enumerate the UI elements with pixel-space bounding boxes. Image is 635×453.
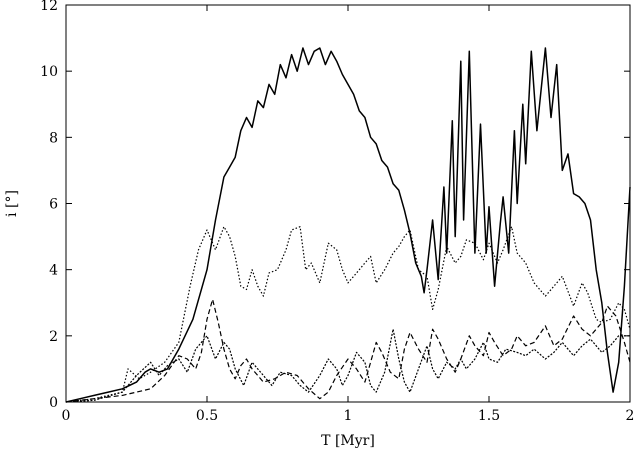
y-tick-label: 4 (49, 263, 58, 279)
series-line-3-dashed (66, 299, 630, 402)
series-layer (66, 48, 630, 402)
y-tick-label: 10 (40, 64, 58, 80)
series-line-4-densely-dotted (66, 329, 630, 402)
x-tick-label: 0.5 (196, 408, 218, 424)
y-tick-label: 0 (49, 395, 58, 411)
x-tick-label: 2 (626, 408, 635, 424)
y-tick-label: 2 (49, 329, 58, 345)
x-tick-label: 1.5 (478, 408, 500, 424)
series-line-1-solid (66, 48, 630, 402)
x-axis-label: T [Myr] (321, 433, 375, 449)
x-tick-label: 0 (62, 408, 71, 424)
y-axis-label: i [°] (4, 190, 20, 217)
plot-frame (66, 5, 630, 402)
y-tick-label: 8 (49, 130, 58, 146)
y-tick-label: 6 (49, 197, 58, 213)
axis-ticks (66, 5, 630, 402)
y-tick-label: 12 (40, 0, 58, 14)
x-tick-label: 1 (344, 408, 353, 424)
